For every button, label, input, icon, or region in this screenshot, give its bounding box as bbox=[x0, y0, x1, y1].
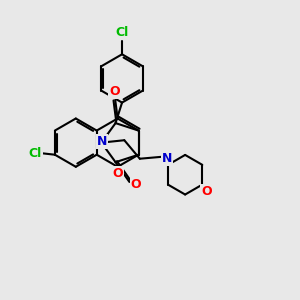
Text: O: O bbox=[110, 85, 120, 98]
Text: O: O bbox=[130, 178, 141, 191]
Text: Cl: Cl bbox=[116, 26, 129, 39]
Text: N: N bbox=[97, 135, 107, 148]
Text: N: N bbox=[162, 152, 172, 165]
Text: O: O bbox=[112, 167, 123, 180]
Text: O: O bbox=[201, 184, 212, 198]
Text: Cl: Cl bbox=[28, 147, 42, 160]
